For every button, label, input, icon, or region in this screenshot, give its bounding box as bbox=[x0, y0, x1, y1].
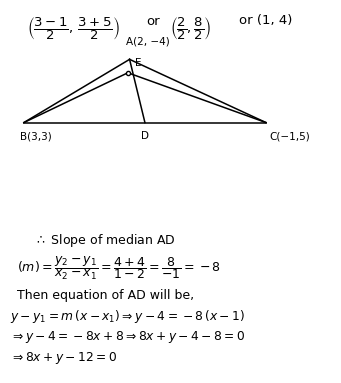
Text: Then equation of AD will be,: Then equation of AD will be, bbox=[17, 289, 194, 302]
Text: $\Rightarrow y - 4 = -8x + 8 \Rightarrow 8x + y - 4 - 8 = 0$: $\Rightarrow y - 4 = -8x + 8 \Rightarrow… bbox=[10, 329, 245, 345]
Text: C(−1,5): C(−1,5) bbox=[269, 131, 310, 141]
Text: $y - y_1 = m\,(x - x_1) \Rightarrow y - 4 = -8\,(x - 1)$: $y - y_1 = m\,(x - x_1) \Rightarrow y - … bbox=[10, 308, 245, 325]
Text: B(3,3): B(3,3) bbox=[20, 131, 52, 141]
Text: D: D bbox=[141, 131, 149, 141]
Text: $\Rightarrow 8x + y - 12 = 0$: $\Rightarrow 8x + y - 12 = 0$ bbox=[10, 350, 117, 367]
Text: $\left(\dfrac{2}{2},\dfrac{8}{2}\right)$: $\left(\dfrac{2}{2},\dfrac{8}{2}\right)$ bbox=[170, 15, 212, 42]
Text: A(2, −4): A(2, −4) bbox=[126, 36, 170, 46]
Text: $\therefore$ Slope of median AD: $\therefore$ Slope of median AD bbox=[34, 232, 176, 249]
Text: E: E bbox=[135, 59, 141, 69]
Text: $\left(\dfrac{3-1}{2},\,\dfrac{3+5}{2}\right)$: $\left(\dfrac{3-1}{2},\,\dfrac{3+5}{2}\r… bbox=[27, 15, 120, 42]
Text: or: or bbox=[147, 15, 160, 28]
Text: $(m) = \dfrac{y_2 - y_1}{x_2 - x_1} = \dfrac{4+4}{1-2} = \dfrac{8}{-1} = -8$: $(m) = \dfrac{y_2 - y_1}{x_2 - x_1} = \d… bbox=[17, 255, 221, 282]
Text: or (1, 4): or (1, 4) bbox=[239, 14, 292, 27]
